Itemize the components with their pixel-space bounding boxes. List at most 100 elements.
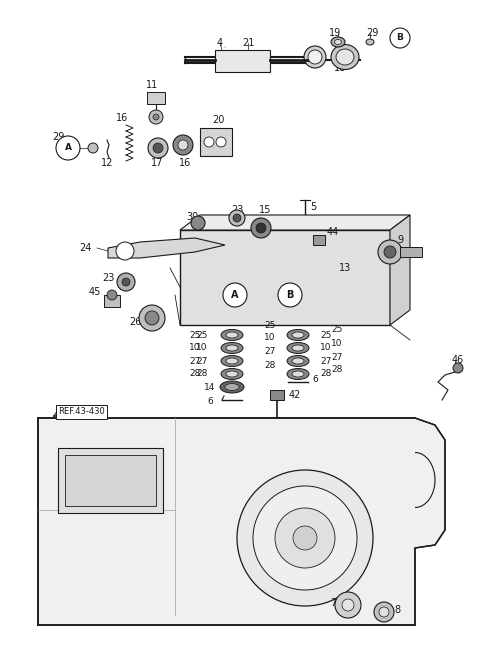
Circle shape bbox=[139, 305, 165, 331]
Ellipse shape bbox=[226, 358, 238, 364]
Ellipse shape bbox=[292, 332, 304, 338]
Circle shape bbox=[256, 223, 266, 233]
Text: 27: 27 bbox=[264, 348, 276, 356]
FancyBboxPatch shape bbox=[65, 455, 156, 506]
Text: 18: 18 bbox=[334, 63, 346, 73]
Text: 24: 24 bbox=[79, 243, 91, 253]
Ellipse shape bbox=[226, 371, 238, 377]
Circle shape bbox=[204, 137, 214, 147]
Text: 28: 28 bbox=[264, 361, 276, 369]
Text: 23: 23 bbox=[102, 273, 114, 283]
Text: 14: 14 bbox=[204, 382, 216, 392]
Circle shape bbox=[229, 210, 245, 226]
Circle shape bbox=[145, 311, 159, 325]
Circle shape bbox=[237, 470, 373, 606]
Text: 15: 15 bbox=[259, 205, 271, 215]
Circle shape bbox=[173, 135, 193, 155]
Circle shape bbox=[253, 486, 357, 590]
Ellipse shape bbox=[292, 345, 304, 351]
Circle shape bbox=[122, 278, 130, 286]
Text: 44: 44 bbox=[327, 227, 339, 237]
Text: 27: 27 bbox=[196, 356, 208, 365]
FancyBboxPatch shape bbox=[180, 230, 390, 325]
Text: 8: 8 bbox=[394, 605, 400, 615]
Text: 16: 16 bbox=[179, 158, 191, 168]
Text: 6: 6 bbox=[312, 375, 318, 384]
Text: 23: 23 bbox=[231, 205, 243, 215]
Circle shape bbox=[149, 110, 163, 124]
Ellipse shape bbox=[335, 39, 341, 45]
Text: 16: 16 bbox=[116, 113, 128, 123]
Text: 28: 28 bbox=[331, 365, 343, 375]
Ellipse shape bbox=[220, 381, 244, 393]
Ellipse shape bbox=[331, 37, 345, 47]
Text: 29: 29 bbox=[52, 132, 64, 142]
FancyBboxPatch shape bbox=[58, 448, 163, 513]
Text: 19: 19 bbox=[329, 28, 341, 38]
FancyBboxPatch shape bbox=[215, 50, 270, 72]
Text: REF.43-430: REF.43-430 bbox=[58, 407, 105, 417]
Ellipse shape bbox=[336, 49, 354, 65]
Circle shape bbox=[88, 143, 98, 153]
Text: 28: 28 bbox=[189, 369, 201, 379]
Circle shape bbox=[251, 218, 271, 238]
Text: 21: 21 bbox=[242, 38, 254, 48]
Ellipse shape bbox=[226, 345, 238, 351]
Text: 13: 13 bbox=[339, 263, 351, 273]
Circle shape bbox=[335, 592, 361, 618]
Text: B: B bbox=[396, 33, 403, 43]
Ellipse shape bbox=[221, 342, 243, 354]
FancyBboxPatch shape bbox=[400, 247, 422, 257]
Ellipse shape bbox=[366, 39, 374, 45]
Ellipse shape bbox=[292, 358, 304, 364]
Text: 25: 25 bbox=[196, 331, 208, 340]
Circle shape bbox=[116, 242, 134, 260]
Text: A: A bbox=[231, 290, 239, 300]
Ellipse shape bbox=[221, 329, 243, 340]
Circle shape bbox=[379, 607, 389, 617]
Ellipse shape bbox=[287, 329, 309, 340]
Circle shape bbox=[342, 599, 354, 611]
Text: 28: 28 bbox=[196, 369, 208, 379]
Circle shape bbox=[153, 114, 159, 120]
Text: 25: 25 bbox=[264, 321, 276, 329]
Text: 10: 10 bbox=[331, 338, 343, 348]
Circle shape bbox=[390, 28, 410, 48]
FancyBboxPatch shape bbox=[147, 92, 165, 104]
Circle shape bbox=[107, 290, 117, 300]
Text: 20: 20 bbox=[212, 115, 224, 125]
Text: 5: 5 bbox=[310, 202, 316, 212]
Circle shape bbox=[275, 508, 335, 568]
Text: 4: 4 bbox=[217, 38, 223, 48]
Circle shape bbox=[148, 138, 168, 158]
Text: 10: 10 bbox=[320, 344, 332, 352]
Text: 29: 29 bbox=[366, 28, 378, 38]
FancyBboxPatch shape bbox=[313, 235, 325, 245]
Ellipse shape bbox=[331, 45, 359, 70]
Ellipse shape bbox=[287, 342, 309, 354]
Text: 45: 45 bbox=[89, 287, 101, 297]
Text: 30: 30 bbox=[186, 212, 198, 222]
Circle shape bbox=[191, 216, 205, 230]
FancyBboxPatch shape bbox=[270, 390, 284, 400]
Text: 27: 27 bbox=[189, 356, 201, 365]
Text: 25: 25 bbox=[320, 331, 332, 340]
Circle shape bbox=[453, 363, 463, 373]
Circle shape bbox=[117, 273, 135, 291]
Text: 27: 27 bbox=[331, 352, 343, 361]
Circle shape bbox=[374, 602, 394, 622]
Circle shape bbox=[223, 283, 247, 307]
Text: 26: 26 bbox=[129, 317, 141, 327]
Text: 25: 25 bbox=[189, 331, 201, 340]
Circle shape bbox=[178, 140, 188, 150]
Ellipse shape bbox=[287, 356, 309, 367]
Ellipse shape bbox=[221, 356, 243, 367]
Circle shape bbox=[293, 526, 317, 550]
Polygon shape bbox=[390, 215, 410, 325]
Text: 11: 11 bbox=[146, 80, 158, 90]
Text: 25: 25 bbox=[331, 325, 343, 335]
Ellipse shape bbox=[304, 46, 326, 68]
Text: 17: 17 bbox=[151, 158, 163, 168]
Text: A: A bbox=[64, 144, 72, 152]
Polygon shape bbox=[180, 215, 410, 230]
